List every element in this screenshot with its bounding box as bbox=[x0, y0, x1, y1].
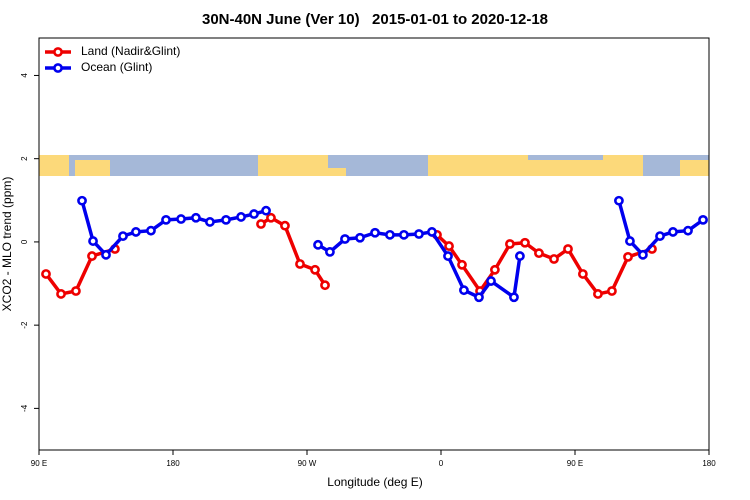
data-point bbox=[131, 227, 141, 237]
data-point bbox=[56, 289, 66, 299]
data-point bbox=[236, 212, 246, 222]
data-point bbox=[563, 244, 573, 254]
data-point bbox=[614, 195, 624, 206]
data-point bbox=[444, 241, 454, 251]
data-point bbox=[399, 229, 409, 240]
data-point bbox=[385, 229, 395, 240]
data-point bbox=[534, 248, 544, 259]
series-line bbox=[80, 200, 705, 300]
y-tick-label: -2 bbox=[20, 321, 29, 329]
data-point bbox=[146, 225, 156, 236]
data-point bbox=[593, 289, 603, 299]
legend-marker bbox=[53, 63, 63, 73]
data-point bbox=[489, 264, 500, 275]
data-point bbox=[325, 247, 335, 257]
legend-label: Ocean (Glint) bbox=[81, 60, 152, 74]
data-point bbox=[41, 269, 51, 279]
data-point bbox=[457, 259, 467, 270]
data-point bbox=[427, 227, 437, 237]
data-point bbox=[623, 252, 633, 262]
map-strip bbox=[39, 155, 709, 176]
data-point bbox=[310, 264, 320, 275]
y-tick-label: 2 bbox=[20, 156, 29, 161]
data-point bbox=[505, 239, 515, 249]
x-axis-label: Longitude (deg E) bbox=[327, 475, 422, 489]
data-point bbox=[221, 214, 231, 225]
data-point bbox=[101, 249, 111, 260]
data-point bbox=[118, 231, 128, 241]
legend-marker bbox=[53, 47, 63, 57]
plot-frame bbox=[38, 37, 710, 451]
data-point bbox=[340, 234, 350, 244]
data-point bbox=[266, 212, 276, 223]
data-point bbox=[515, 251, 525, 261]
data-point bbox=[414, 229, 424, 239]
data-point bbox=[474, 292, 484, 303]
x-tick-label: 90 W bbox=[298, 459, 317, 468]
data-point bbox=[486, 276, 496, 286]
data-point bbox=[261, 205, 271, 216]
data-point bbox=[607, 286, 617, 296]
x-tick-label: 0 bbox=[439, 459, 444, 468]
data-point bbox=[88, 236, 98, 246]
data-point bbox=[256, 219, 266, 229]
data-point bbox=[549, 254, 559, 264]
data-point bbox=[625, 236, 635, 246]
data-point bbox=[637, 249, 648, 260]
data-point bbox=[355, 232, 365, 243]
x-tick-label: 180 bbox=[166, 459, 180, 468]
y-tick-label: 0 bbox=[20, 239, 29, 244]
data-point bbox=[520, 237, 530, 248]
data-point bbox=[191, 212, 201, 223]
data-point bbox=[683, 225, 693, 236]
y-axis-label: XCO2 - MLO trend (ppm) bbox=[0, 177, 14, 312]
legend-label: Land (Nadir&Glint) bbox=[81, 44, 180, 58]
data-point bbox=[249, 209, 259, 219]
data-point bbox=[668, 227, 678, 237]
y-tick-label: -4 bbox=[20, 404, 29, 412]
data-point bbox=[320, 280, 330, 291]
chart-title: 30N-40N June (Ver 10) 2015-01-01 to 2020… bbox=[202, 11, 548, 28]
data-point bbox=[71, 286, 81, 296]
y-tick-label: 4 bbox=[20, 73, 29, 78]
data-point bbox=[655, 231, 665, 241]
x-tick-label: 180 bbox=[702, 459, 716, 468]
x-tick-label: 90 E bbox=[31, 459, 47, 468]
data-point bbox=[459, 285, 469, 296]
data-point bbox=[509, 292, 519, 303]
data-point bbox=[161, 214, 171, 225]
data-point bbox=[370, 227, 380, 238]
data-point bbox=[577, 269, 588, 279]
data-point bbox=[205, 217, 215, 227]
data-point bbox=[77, 195, 87, 206]
x-tick-label: 90 E bbox=[567, 459, 583, 468]
data-point bbox=[176, 214, 186, 224]
data-point bbox=[280, 220, 290, 231]
data-point bbox=[443, 251, 453, 261]
data-point bbox=[313, 239, 323, 250]
data-point bbox=[87, 251, 97, 261]
data-point bbox=[698, 214, 708, 225]
data-point bbox=[295, 259, 305, 269]
